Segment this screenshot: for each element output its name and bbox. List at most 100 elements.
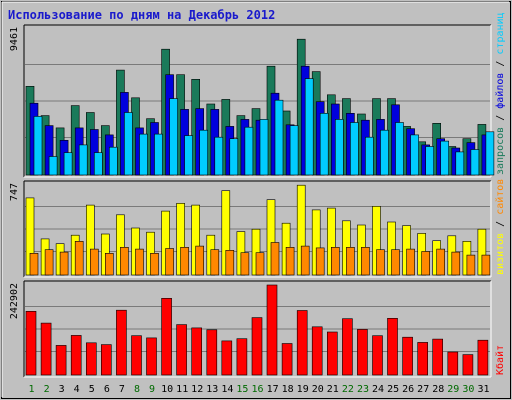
- day-label-19: 19: [297, 384, 309, 395]
- bar-kbytes-kbytes-day-14: [221, 340, 233, 376]
- bar-visits-sites-day-13: [210, 249, 220, 276]
- panel-kbytes-legend-label: Кбайт: [494, 345, 506, 375]
- legend-part: запросов: [495, 127, 506, 175]
- bar-visits-sites-day-22: [346, 247, 355, 276]
- bar-visits-sites-day-20: [315, 247, 325, 276]
- day-label-17: 17: [267, 384, 279, 395]
- day-label-11: 11: [176, 384, 188, 395]
- bar-hits-pages-day-7: [124, 112, 133, 176]
- day-label-12: 12: [191, 384, 203, 395]
- bar-hits-pages-day-24: [380, 129, 389, 176]
- day-label-14: 14: [221, 384, 233, 395]
- bar-hits-pages-day-19: [304, 78, 314, 176]
- legend-part: страниц: [495, 12, 506, 54]
- day-label-13: 13: [206, 384, 218, 395]
- panel-kbytes-ymax-label: 242902: [9, 283, 20, 319]
- bar-hits-pages-day-18: [289, 125, 299, 176]
- day-label-30: 30: [462, 384, 474, 395]
- bar-kbytes-kbytes-day-28: [432, 338, 444, 376]
- bar-kbytes-kbytes-day-25: [387, 317, 398, 376]
- bar-hits-pages-day-22: [350, 122, 359, 176]
- bar-visits-sites-day-19: [300, 245, 310, 276]
- bar-kbytes-kbytes-day-19: [296, 310, 308, 376]
- legend-part: сайтов: [494, 179, 506, 215]
- bar-kbytes-kbytes-day-20: [311, 326, 323, 376]
- bar-hits-pages-day-23: [365, 136, 374, 176]
- bar-kbytes-kbytes-day-2: [40, 322, 52, 376]
- day-label-7: 7: [119, 384, 125, 395]
- day-label-29: 29: [447, 384, 459, 395]
- bar-kbytes-kbytes-day-17: [266, 284, 278, 376]
- legend-part: файлов: [494, 73, 506, 109]
- bar-visits-sites-day-25: [391, 249, 400, 276]
- day-label-25: 25: [387, 384, 399, 395]
- bar-visits-sites-day-6: [105, 253, 114, 276]
- bar-kbytes-kbytes-day-4: [70, 335, 82, 376]
- bar-kbytes-kbytes-day-18: [281, 343, 293, 376]
- bar-kbytes-kbytes-day-29: [447, 351, 459, 376]
- day-label-24: 24: [372, 384, 384, 395]
- chart-title: Использование по дням на Декабрь 2012: [8, 8, 275, 22]
- bar-hits-pages-day-3: [63, 152, 73, 176]
- bar-visits-sites-day-8: [135, 248, 144, 276]
- bar-hits-pages-day-27: [425, 146, 435, 176]
- bar-visits-sites-day-30: [466, 254, 476, 276]
- bar-visits-sites-day-27: [421, 251, 431, 276]
- day-label-21: 21: [327, 384, 339, 395]
- bar-hits-pages-day-31: [485, 131, 495, 176]
- bar-kbytes-kbytes-day-5: [86, 342, 97, 376]
- bar-hits-pages-day-15: [244, 126, 254, 176]
- day-label-31: 31: [477, 384, 489, 395]
- day-label-18: 18: [282, 384, 294, 395]
- bar-visits-sites-day-26: [406, 248, 415, 276]
- bar-visits-sites-day-28: [436, 248, 446, 276]
- day-label-28: 28: [432, 384, 444, 395]
- legend-part: визитов: [495, 233, 506, 275]
- day-axis: 1 2 3 4 5 6 7 8 9 10 11 12 13 14 15 16 17 18 19 20 21 22 23 24 2…: [28, 384, 489, 395]
- day-label-4: 4: [74, 384, 80, 395]
- bar-visits-sites-day-31: [481, 254, 491, 276]
- panel-visits-ymax-label: 747: [9, 183, 20, 201]
- bar-kbytes-kbytes-day-23: [357, 329, 368, 376]
- bar-hits-pages-day-2: [48, 156, 58, 176]
- day-label-1: 1: [28, 384, 34, 395]
- day-label-8: 8: [134, 384, 140, 395]
- bar-hits-pages-day-28: [440, 140, 450, 176]
- legend-part: /: [495, 55, 506, 73]
- bar-kbytes-kbytes-day-27: [417, 342, 429, 376]
- bar-hits-pages-day-26: [410, 134, 419, 176]
- bar-kbytes-kbytes-day-31: [477, 339, 489, 376]
- day-label-6: 6: [104, 384, 110, 395]
- bar-visits-sites-day-10: [165, 248, 174, 276]
- bar-hits-pages-day-6: [109, 146, 118, 176]
- bar-hits-pages-day-20: [319, 113, 329, 176]
- bar-hits-pages-day-5: [94, 152, 103, 176]
- day-label-20: 20: [312, 384, 324, 395]
- bar-kbytes-kbytes-day-10: [161, 297, 172, 376]
- day-label-9: 9: [149, 384, 155, 395]
- bar-kbytes-kbytes-day-1: [25, 310, 37, 376]
- bar-hits-pages-day-14: [229, 138, 239, 176]
- day-label-26: 26: [402, 384, 414, 395]
- day-label-5: 5: [89, 384, 95, 395]
- bar-kbytes-kbytes-day-16: [251, 317, 263, 376]
- panel-visits: 747 визитов / сайтов: [9, 179, 506, 278]
- bar-kbytes-kbytes-day-13: [206, 329, 218, 376]
- panel-hits-legend-label: запросов / файлов / страниц: [494, 12, 506, 175]
- bar-visits-sites-day-4: [74, 241, 84, 276]
- bar-visits-sites-day-21: [330, 247, 340, 276]
- bar-kbytes-kbytes-day-9: [146, 337, 157, 376]
- bar-visits-sites-day-3: [59, 251, 69, 276]
- legend-part: Кбайт: [494, 345, 506, 375]
- bar-kbytes-kbytes-day-3: [55, 345, 67, 376]
- bar-kbytes-kbytes-day-30: [462, 354, 474, 376]
- bar-hits-pages-day-16: [259, 119, 269, 176]
- bar-visits-sites-day-1: [29, 253, 39, 276]
- bar-hits-pages-day-10: [169, 98, 178, 176]
- day-label-16: 16: [251, 384, 263, 395]
- bar-visits-sites-day-23: [361, 247, 370, 276]
- bar-kbytes-kbytes-day-21: [326, 331, 338, 376]
- bar-kbytes-kbytes-day-24: [372, 335, 383, 376]
- bar-kbytes-kbytes-day-22: [342, 318, 353, 376]
